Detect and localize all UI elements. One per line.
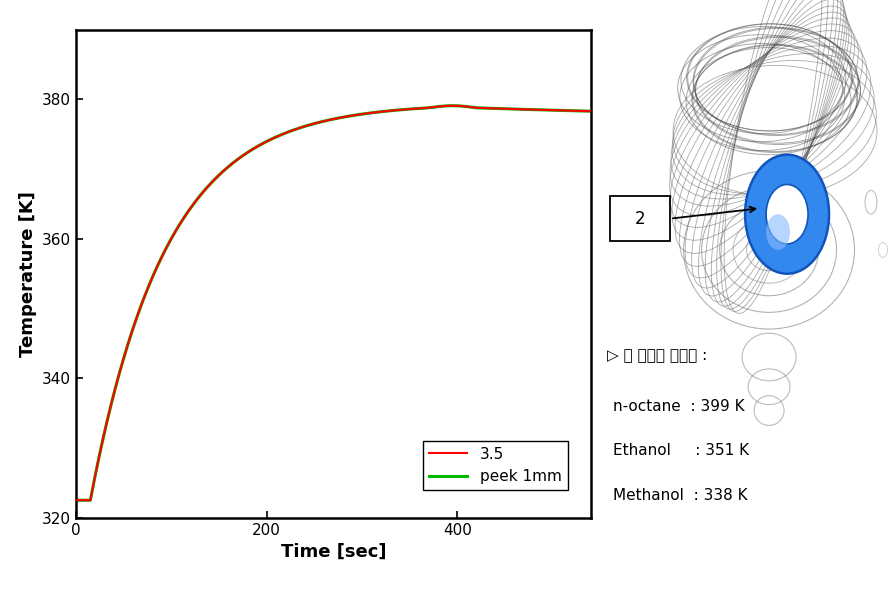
peek 1mm: [290, 126, 300, 133]
X-axis label: Time [sec]: Time [sec]: [281, 543, 385, 561]
Text: Ethanol     : 351 K: Ethanol : 351 K: [612, 443, 748, 458]
3.5: [290, 126, 300, 133]
Text: 2: 2: [634, 209, 645, 228]
Text: Methanol  : 338 K: Methanol : 338 K: [612, 488, 747, 503]
peek 1mm: [447, 102, 458, 109]
Ellipse shape: [765, 184, 807, 244]
peek 1mm: [130, 320, 140, 327]
3.5: [130, 320, 140, 327]
3.5: [71, 497, 81, 504]
peek 1mm: [160, 246, 171, 253]
peek 1mm: [519, 106, 530, 113]
3.5: [267, 134, 278, 142]
Line: peek 1mm: peek 1mm: [76, 106, 590, 500]
Line: 3.5: 3.5: [76, 106, 590, 500]
3.5: [447, 102, 458, 109]
Bar: [610, 196, 670, 241]
3.5: [575, 107, 586, 114]
peek 1mm: [585, 108, 595, 115]
3.5: [160, 246, 171, 253]
peek 1mm: [267, 134, 278, 142]
Ellipse shape: [744, 155, 828, 274]
Ellipse shape: [765, 214, 789, 250]
peek 1mm: [71, 497, 81, 504]
Text: ▷ 각 연료의 끓는점 :: ▷ 각 연료의 끓는점 :: [606, 348, 706, 363]
Y-axis label: Temperature [K]: Temperature [K]: [19, 191, 37, 356]
3.5: [585, 108, 595, 115]
Legend: 3.5, peek 1mm: 3.5, peek 1mm: [423, 441, 567, 490]
peek 1mm: [575, 107, 586, 114]
Text: n-octane  : 399 K: n-octane : 399 K: [612, 399, 744, 414]
3.5: [519, 106, 530, 113]
